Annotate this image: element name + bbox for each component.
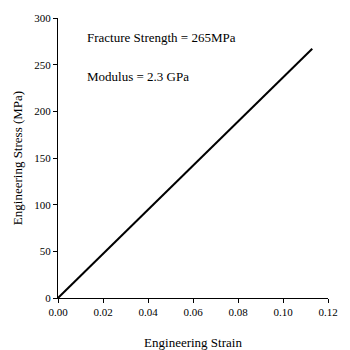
svg-text:Engineering Stress (MPa): Engineering Stress (MPa) <box>10 91 25 225</box>
svg-text:50: 50 <box>40 245 52 257</box>
svg-text:0.12: 0.12 <box>318 306 337 318</box>
svg-text:0.04: 0.04 <box>138 306 158 318</box>
svg-text:150: 150 <box>34 152 51 164</box>
svg-text:0.02: 0.02 <box>93 306 112 318</box>
svg-text:100: 100 <box>34 199 51 211</box>
svg-text:Modulus = 2.3 GPa: Modulus = 2.3 GPa <box>87 69 189 84</box>
svg-text:0.00: 0.00 <box>48 306 68 318</box>
svg-text:300: 300 <box>34 12 51 24</box>
svg-text:Fracture Strength = 265MPa: Fracture Strength = 265MPa <box>87 30 236 45</box>
svg-text:250: 250 <box>34 59 51 71</box>
svg-text:Engineering Strain: Engineering Strain <box>144 335 242 350</box>
svg-text:0.08: 0.08 <box>228 306 248 318</box>
svg-text:0.06: 0.06 <box>183 306 203 318</box>
svg-text:200: 200 <box>34 105 51 117</box>
svg-text:0.10: 0.10 <box>273 306 293 318</box>
svg-text:0: 0 <box>45 292 51 304</box>
